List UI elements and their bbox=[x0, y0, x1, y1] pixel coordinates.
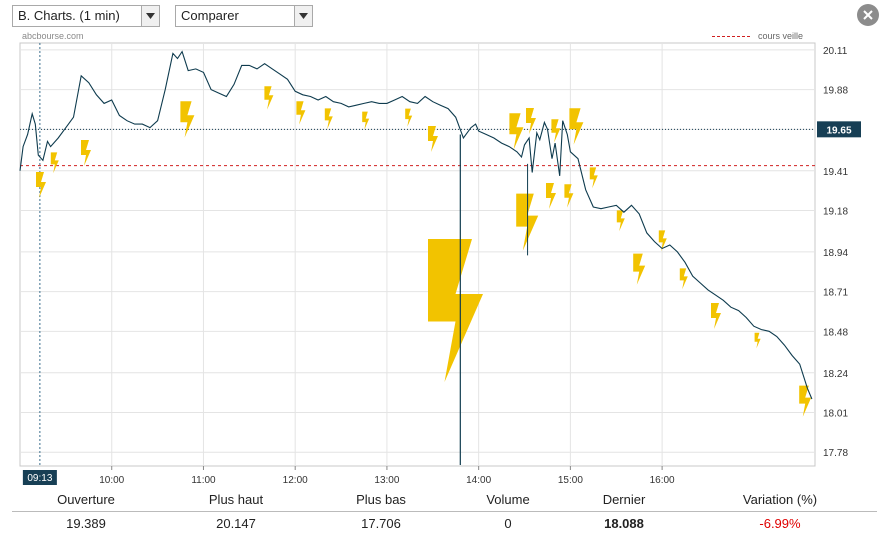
y-tick-label: 18.01 bbox=[823, 408, 848, 419]
y-tick-label: 19.41 bbox=[823, 167, 848, 178]
lightning-bolt-icon bbox=[428, 239, 483, 382]
lightning-bolt-icon bbox=[324, 108, 333, 130]
x-tick-label: 14:00 bbox=[466, 475, 491, 486]
lightning-bolt-icon bbox=[362, 111, 370, 130]
stat-volume-value: 0 bbox=[504, 516, 512, 531]
lightning-bolt-icon bbox=[799, 385, 812, 417]
plot-area bbox=[19, 42, 816, 467]
lightning-bolt-icon bbox=[569, 108, 584, 145]
lightning-bolt-icon bbox=[658, 230, 667, 252]
lightning-bolt-icon bbox=[551, 119, 561, 143]
stat-last-value: 18.088 bbox=[604, 516, 644, 531]
stat-low-value: 17.706 bbox=[361, 516, 401, 531]
lightning-bolt-icon bbox=[405, 108, 413, 127]
lightning-bolt-icon bbox=[264, 86, 274, 110]
lightning-bolt-icon bbox=[711, 303, 721, 329]
chart-type-select-value: B. Charts. (1 min) bbox=[18, 8, 120, 23]
lightning-bolt-icon bbox=[526, 108, 536, 134]
x-tick-label: 15:00 bbox=[558, 475, 583, 486]
x-tick-label: 12:00 bbox=[283, 475, 308, 486]
lightning-bolt-icon bbox=[81, 140, 91, 166]
lightning-bolt-icon bbox=[589, 167, 598, 189]
watermark: abcbourse.com bbox=[22, 31, 84, 41]
x-tick-label: 13:00 bbox=[374, 475, 399, 486]
lightning-bolt-icon bbox=[633, 253, 646, 285]
stat-low-label: Plus bas bbox=[356, 492, 406, 507]
stat-high-value: 20.147 bbox=[216, 516, 256, 531]
stat-last-label: Dernier bbox=[602, 492, 646, 507]
compare-select-value: Comparer bbox=[181, 8, 239, 23]
lightning-bolt-icon bbox=[564, 184, 574, 208]
x-tick-label: 16:00 bbox=[650, 475, 675, 486]
lightning-bolt-icon bbox=[180, 101, 195, 138]
y-tick-label: 19.18 bbox=[823, 206, 848, 217]
lightning-bolt-icon bbox=[754, 332, 761, 349]
lightning-bolt-icon bbox=[36, 172, 46, 198]
y-tick-label: 18.24 bbox=[823, 369, 848, 380]
stat-volume-label: Volume bbox=[486, 492, 530, 507]
chart-type-select[interactable]: B. Charts. (1 min) bbox=[12, 5, 160, 27]
stat-open-label: Ouverture bbox=[57, 492, 115, 507]
lightning-bolt-icon bbox=[296, 101, 306, 125]
y-tick-label: 18.94 bbox=[823, 248, 848, 259]
stat-variation-label: Variation (%) bbox=[742, 492, 818, 507]
y-tick-label: 17.78 bbox=[823, 448, 848, 459]
lightning-bolt-icon bbox=[616, 210, 625, 232]
close-button[interactable] bbox=[857, 4, 879, 26]
stat-open-value: 19.389 bbox=[66, 516, 106, 531]
x-tick-label: 10:00 bbox=[99, 475, 124, 486]
lightning-bolt-icon bbox=[546, 183, 556, 209]
lightning-bolt-icon bbox=[679, 268, 688, 290]
stat-variation-value: -6.99% bbox=[759, 516, 801, 531]
lightning-bolt-icon bbox=[428, 126, 438, 152]
start-time-label: 09:13 bbox=[27, 473, 52, 484]
y-tick-label: 18.48 bbox=[823, 327, 848, 338]
stat-high-label: Plus haut bbox=[208, 492, 264, 507]
lightning-bolt-icon bbox=[509, 113, 524, 150]
lightning-bolt-icon bbox=[50, 152, 59, 174]
y-tick-label: 18.71 bbox=[823, 288, 848, 299]
y-tick-label: 19.88 bbox=[823, 86, 848, 97]
legend: cours veille bbox=[712, 31, 803, 41]
chevron-down-icon[interactable] bbox=[141, 6, 159, 26]
close-icon bbox=[863, 10, 873, 20]
current-value-label: 19.65 bbox=[826, 125, 851, 136]
x-tick-label: 11:00 bbox=[191, 475, 216, 486]
start-time-box bbox=[22, 470, 57, 485]
legend-dash bbox=[712, 35, 750, 37]
chevron-down-icon[interactable] bbox=[294, 6, 312, 26]
legend-label: cours veille bbox=[758, 31, 804, 41]
price-series-line bbox=[19, 50, 813, 400]
stats-divider bbox=[12, 511, 877, 512]
compare-select[interactable]: Comparer bbox=[175, 5, 313, 27]
y-tick-label: 20.11 bbox=[823, 46, 848, 57]
current-value-box bbox=[817, 121, 861, 138]
